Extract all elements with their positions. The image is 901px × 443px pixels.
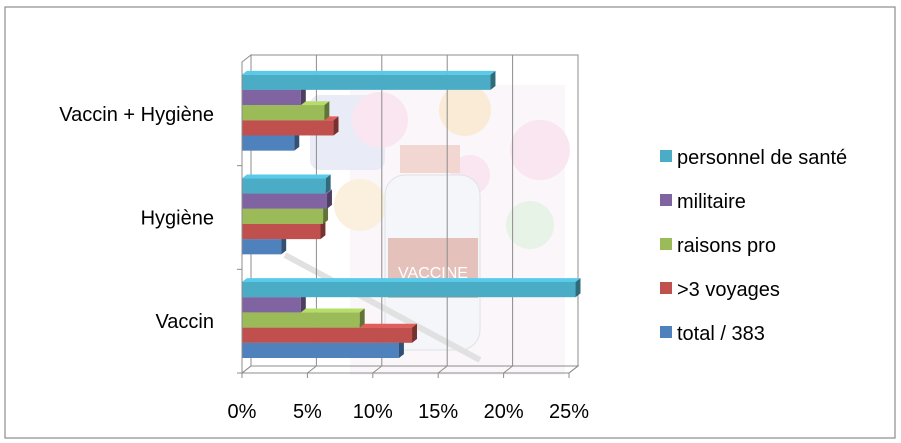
- legend-item: >3 voyages: [660, 279, 780, 301]
- svg-text:VACCINE: VACCINE: [398, 265, 468, 282]
- legend-swatch: [660, 282, 672, 294]
- x-tick-label: 25%: [549, 401, 589, 423]
- floor-gridline: [568, 365, 579, 374]
- category-label: Vaccin + Hygiène: [59, 104, 214, 126]
- legend-item: militaire: [660, 191, 746, 213]
- legend-label: militaire: [677, 191, 746, 213]
- legend-swatch: [660, 326, 672, 338]
- floor-gridline: [437, 365, 448, 374]
- legend-label: total / 383: [677, 323, 765, 345]
- y-axis-categories: Vaccin Hygiène Vaccin + Hygiène: [59, 62, 243, 374]
- legend-item: personnel de santé: [660, 147, 847, 169]
- legend-item: total / 383: [660, 323, 765, 345]
- x-tick-label: 5%: [293, 401, 322, 423]
- legend-swatch: [660, 194, 672, 206]
- legend-label: personnel de santé: [677, 147, 847, 169]
- x-tick-label: 20%: [484, 401, 524, 423]
- category-label: Hygiène: [141, 208, 214, 230]
- x-tick-label: 0%: [228, 401, 257, 423]
- floor-gridline: [503, 365, 513, 374]
- legend-swatch: [660, 150, 672, 162]
- legend-swatch: [660, 238, 672, 250]
- legend: personnel de santé militaire raisons pro >3…: [660, 147, 847, 345]
- x-tick-label: 10%: [353, 401, 393, 423]
- legend-label: raisons pro: [677, 235, 776, 257]
- bar: [242, 70, 496, 90]
- bar: [242, 278, 581, 298]
- x-tick-label: 15%: [418, 401, 458, 423]
- floor-gridline: [307, 365, 317, 374]
- floor-gridline: [372, 365, 383, 374]
- legend-label: >3 voyages: [677, 279, 780, 301]
- x-axis-ticks: 0% 5% 10% 15% 20% 25%: [228, 373, 589, 423]
- category-label: Vaccin: [155, 311, 214, 333]
- bar: [242, 174, 331, 194]
- legend-item: raisons pro: [660, 235, 776, 257]
- bars: [242, 70, 581, 358]
